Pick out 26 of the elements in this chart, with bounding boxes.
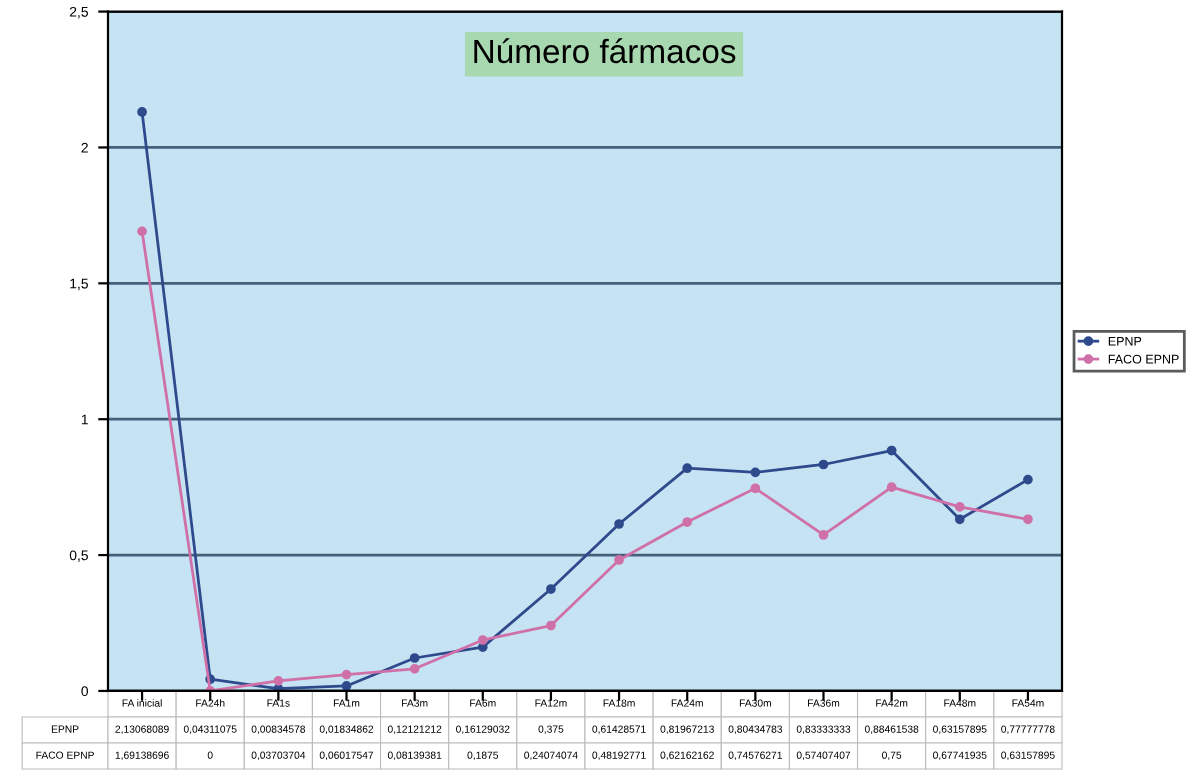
point	[682, 463, 693, 474]
point	[137, 107, 147, 117]
point	[886, 482, 897, 492]
point	[409, 653, 420, 663]
point	[750, 483, 761, 494]
point	[886, 445, 897, 456]
point	[1023, 514, 1033, 525]
text: Número fármacos	[474, 38, 736, 64]
point	[477, 635, 488, 645]
point	[614, 555, 624, 565]
point	[954, 514, 965, 525]
point	[137, 226, 147, 237]
point	[750, 467, 761, 478]
point	[546, 584, 556, 594]
point	[614, 519, 624, 529]
point	[409, 663, 420, 674]
point	[818, 530, 829, 540]
point	[341, 669, 352, 680]
point	[341, 681, 352, 691]
point	[682, 517, 693, 527]
point	[273, 676, 284, 686]
point	[818, 459, 829, 470]
point	[1023, 474, 1033, 485]
point	[954, 501, 965, 512]
point	[477, 642, 488, 652]
point	[546, 620, 556, 631]
